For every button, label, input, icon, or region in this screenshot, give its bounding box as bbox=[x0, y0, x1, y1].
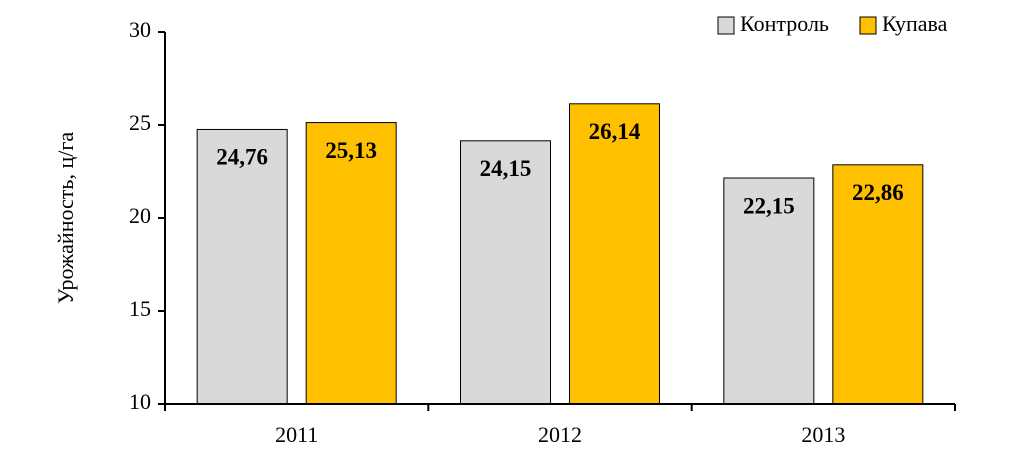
value-label: 25,13 bbox=[325, 138, 377, 163]
value-label: 24,15 bbox=[480, 156, 532, 181]
legend-label: Контроль bbox=[740, 11, 829, 36]
bar bbox=[460, 140, 551, 405]
x-tick-label: 2012 bbox=[538, 422, 582, 447]
y-tick-label: 25 bbox=[129, 110, 151, 135]
y-tick-label: 30 bbox=[129, 17, 151, 42]
value-label: 22,86 bbox=[852, 180, 904, 205]
value-label: 22,15 bbox=[743, 193, 795, 218]
bar bbox=[569, 103, 660, 405]
bar bbox=[305, 122, 397, 405]
value-label: 26,14 bbox=[589, 119, 641, 144]
value-label: 24,76 bbox=[216, 145, 268, 170]
y-tick-label: 20 bbox=[129, 203, 151, 228]
bar bbox=[832, 164, 924, 405]
y-tick-label: 15 bbox=[129, 296, 151, 321]
y-axis-label: Урожайность, ц/га bbox=[53, 132, 78, 304]
legend-swatch bbox=[859, 16, 877, 35]
y-tick-label: 10 bbox=[129, 389, 151, 414]
bar bbox=[196, 128, 288, 405]
legend-swatch bbox=[717, 16, 735, 35]
legend-label: Купава bbox=[882, 11, 948, 36]
x-tick-label: 2011 bbox=[275, 422, 318, 447]
x-tick-label: 2013 bbox=[801, 422, 845, 447]
